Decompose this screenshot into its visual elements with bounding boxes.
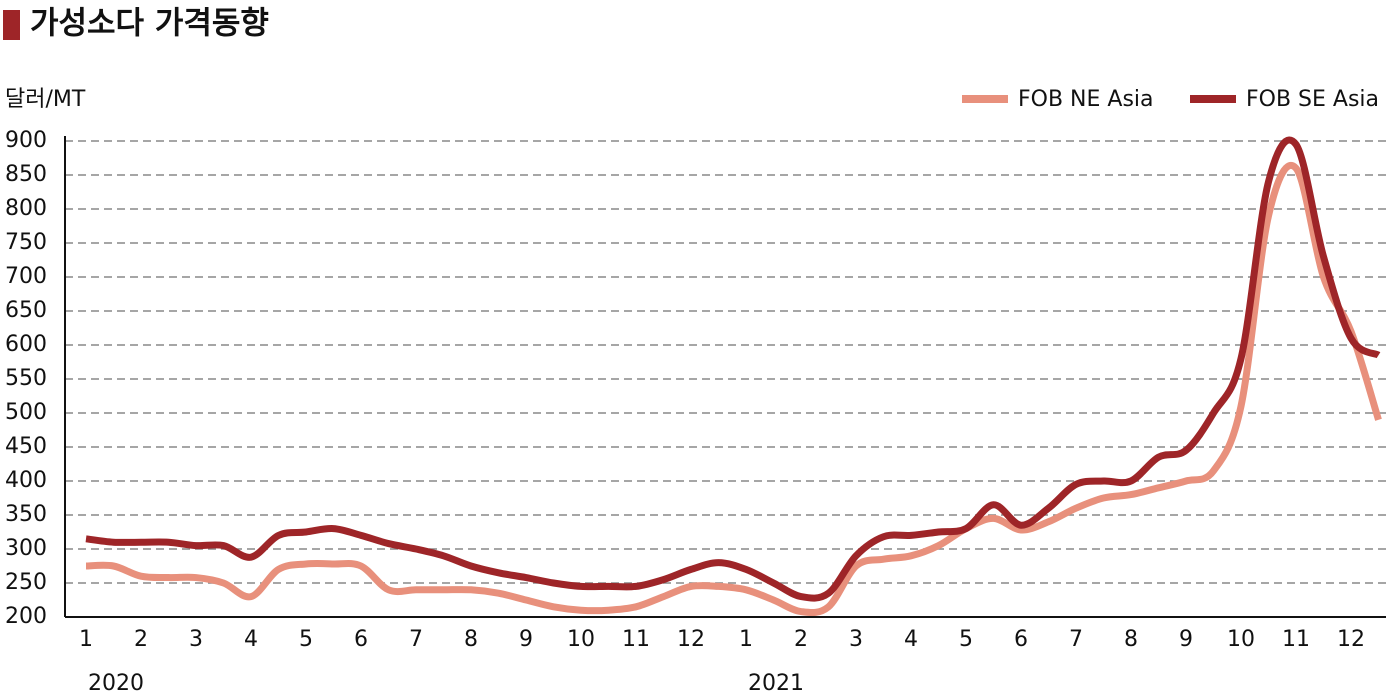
x-group-label: 2020 <box>88 671 144 696</box>
x-tick-label: 10 <box>567 627 595 652</box>
y-tick-label: 750 <box>5 230 47 255</box>
x-tick-label: 3 <box>849 627 863 652</box>
chart-title: 가성소다 가격동향 <box>30 6 269 42</box>
y-tick-label: 450 <box>5 434 47 459</box>
x-tick-label: 3 <box>189 627 203 652</box>
y-tick-label: 900 <box>5 128 47 153</box>
line-series <box>85 162 1382 617</box>
y-tick-label: 250 <box>5 570 47 595</box>
x-tick-label: 9 <box>1179 627 1193 652</box>
line-series <box>85 136 1381 602</box>
y-tick-label: 800 <box>5 196 47 221</box>
x-tick-label: 4 <box>244 627 258 652</box>
y-tick-label: 700 <box>5 264 47 289</box>
y-tick-label: 400 <box>5 468 47 493</box>
title-marker <box>3 10 20 40</box>
x-tick-label: 4 <box>904 627 918 652</box>
y-tick-label: 350 <box>5 502 47 527</box>
x-tick-label: 9 <box>519 627 533 652</box>
x-tick-label: 8 <box>1124 627 1138 652</box>
x-tick-label: 2 <box>134 627 148 652</box>
x-tick-label: 7 <box>409 627 423 652</box>
x-tick-label: 6 <box>1014 627 1028 652</box>
y-tick-label: 550 <box>5 366 47 391</box>
x-tick-label: 1 <box>739 627 753 652</box>
y-axis-label: 달러/MT <box>5 87 86 112</box>
x-tick-label: 6 <box>354 627 368 652</box>
x-tick-label: 5 <box>299 627 313 652</box>
x-tick-label: 7 <box>1069 627 1083 652</box>
x-tick-label: 12 <box>1337 627 1365 652</box>
y-tick-label: 300 <box>5 536 47 561</box>
legend-label: FOB SE Asia <box>1246 87 1379 112</box>
x-tick-label: 2 <box>794 627 808 652</box>
x-tick-label: 8 <box>464 627 478 652</box>
x-tick-label: 11 <box>1282 627 1310 652</box>
y-tick-label: 600 <box>5 332 47 357</box>
legend-label: FOB NE Asia <box>1018 87 1154 112</box>
x-group-label: 2021 <box>748 671 804 696</box>
x-tick-label: 11 <box>622 627 650 652</box>
y-tick-label: 500 <box>5 400 47 425</box>
x-tick-label: 5 <box>959 627 973 652</box>
x-tick-label: 1 <box>79 627 93 652</box>
x-tick-label: 10 <box>1227 627 1255 652</box>
y-tick-label: 850 <box>5 162 47 187</box>
x-tick-label: 12 <box>677 627 705 652</box>
y-tick-label: 200 <box>5 604 47 629</box>
y-tick-label: 650 <box>5 298 47 323</box>
